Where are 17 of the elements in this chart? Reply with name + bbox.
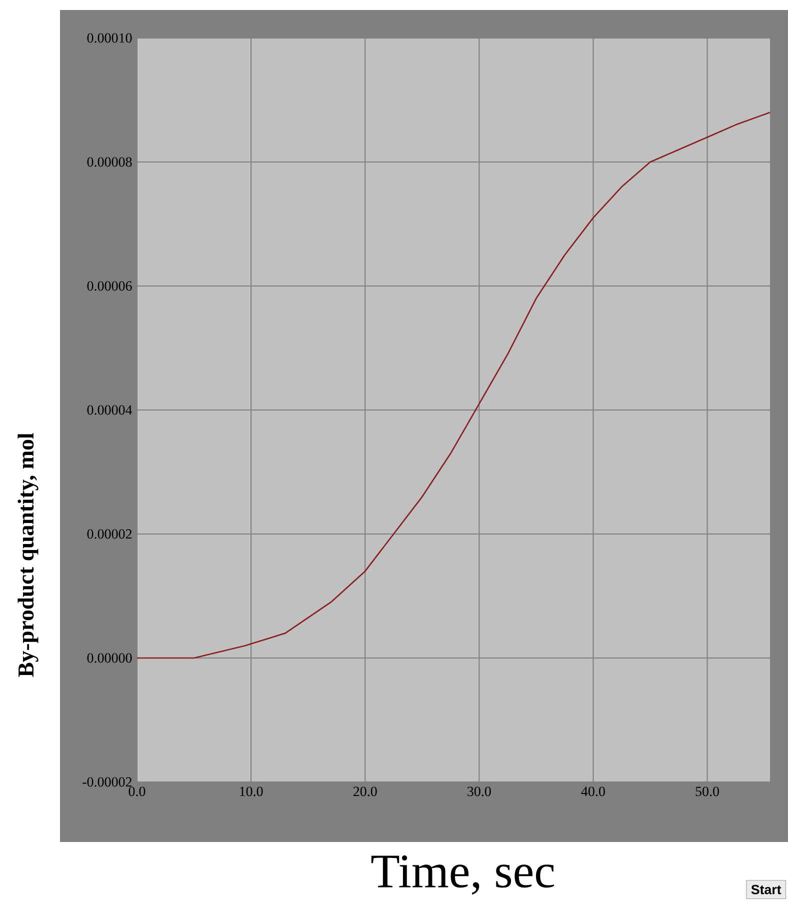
x-tick-label: 40.0 <box>581 786 605 796</box>
x-tick-label: 30.0 <box>468 786 491 796</box>
y-tick-label: 0.00010 <box>87 33 132 43</box>
y-tick-label: -0.00002 <box>82 777 132 787</box>
x-tick-label: 10.0 <box>240 786 263 796</box>
x-axis-title: Time, sec <box>371 855 554 895</box>
x-tick-label: 20.0 <box>353 786 377 796</box>
y-tick-label: 0.00006 <box>87 281 132 291</box>
line-series <box>137 112 770 659</box>
y-tick-label: 0.00002 <box>87 529 132 539</box>
y-tick-label: 0.00008 <box>87 157 132 167</box>
text: Start <box>751 884 782 894</box>
y-tick-label: 0.00000 <box>87 653 132 663</box>
y-tick-label: 0.00004 <box>87 405 132 415</box>
x-tick-label: 50.0 <box>696 786 719 796</box>
y-axis-title: By-product quantity, mol <box>18 433 38 677</box>
x-tick-label: 0.0 <box>128 786 146 796</box>
